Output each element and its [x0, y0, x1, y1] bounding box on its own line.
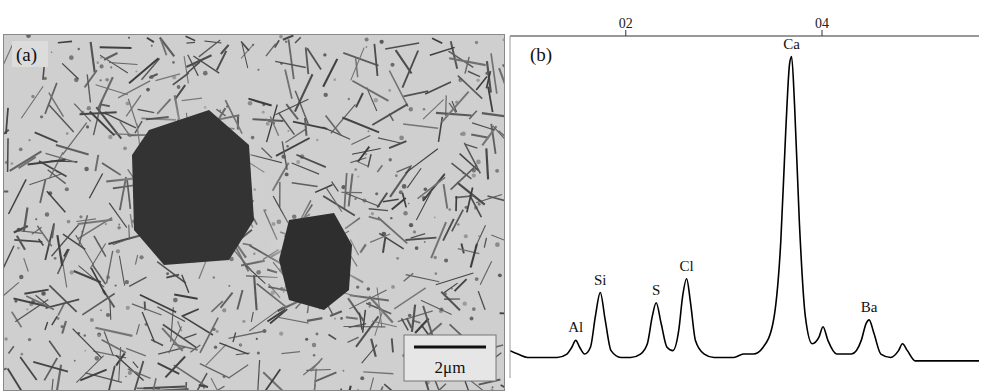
svg-text:2μm: 2μm [435, 358, 466, 377]
svg-text:02: 02 [619, 16, 633, 31]
svg-text:S: S [652, 282, 660, 298]
html-text:(b): (b) [530, 44, 553, 65]
svg-text:(a): (a) [16, 44, 37, 66]
svg-text:Al: Al [568, 319, 583, 335]
svg-text:Ba: Ba [861, 299, 878, 315]
svg-text:Ca: Ca [783, 36, 800, 52]
svg-text:Si: Si [594, 272, 607, 288]
svg-text:04: 04 [815, 16, 829, 31]
svg-text:Cl: Cl [680, 258, 694, 274]
